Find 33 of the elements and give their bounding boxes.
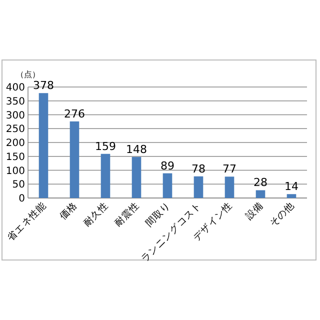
- data-label: 159: [95, 140, 116, 153]
- data-label: 78: [192, 162, 206, 176]
- x-tick-label: 耐震性: [112, 200, 142, 230]
- bar: [100, 154, 110, 198]
- bar: [132, 156, 142, 198]
- bar: [256, 190, 266, 198]
- y-axis-title: （点）: [16, 70, 40, 79]
- y-tick-label: 50: [12, 180, 25, 191]
- data-label: 148: [126, 142, 147, 156]
- y-tick-label: 100: [6, 166, 25, 177]
- x-tick-label: 価格: [56, 200, 80, 222]
- bar: [286, 194, 296, 198]
- y-tick-label: 400: [6, 82, 25, 94]
- y-tick-label: 150: [6, 152, 25, 163]
- data-label: 28: [254, 176, 268, 190]
- bar: [162, 173, 172, 198]
- y-tick-label: 200: [6, 138, 25, 149]
- data-label: 77: [222, 162, 236, 176]
- bar: [70, 121, 80, 198]
- y-tick-label: 0: [18, 194, 25, 204]
- x-tick-label: 設備: [242, 200, 266, 222]
- bar: [194, 176, 204, 198]
- data-label: 14: [284, 180, 298, 194]
- y-tick-label: 300: [6, 110, 25, 122]
- data-label: 378: [33, 79, 54, 92]
- data-label: 276: [64, 107, 85, 120]
- y-tick-label: 350: [6, 96, 25, 108]
- bar: [224, 176, 234, 198]
- x-tick-label: その他: [266, 200, 297, 230]
- data-label: 89: [160, 159, 174, 172]
- bar: [38, 93, 48, 198]
- x-tick-label: 耐久性: [80, 200, 111, 230]
- y-tick-label: 250: [6, 124, 25, 136]
